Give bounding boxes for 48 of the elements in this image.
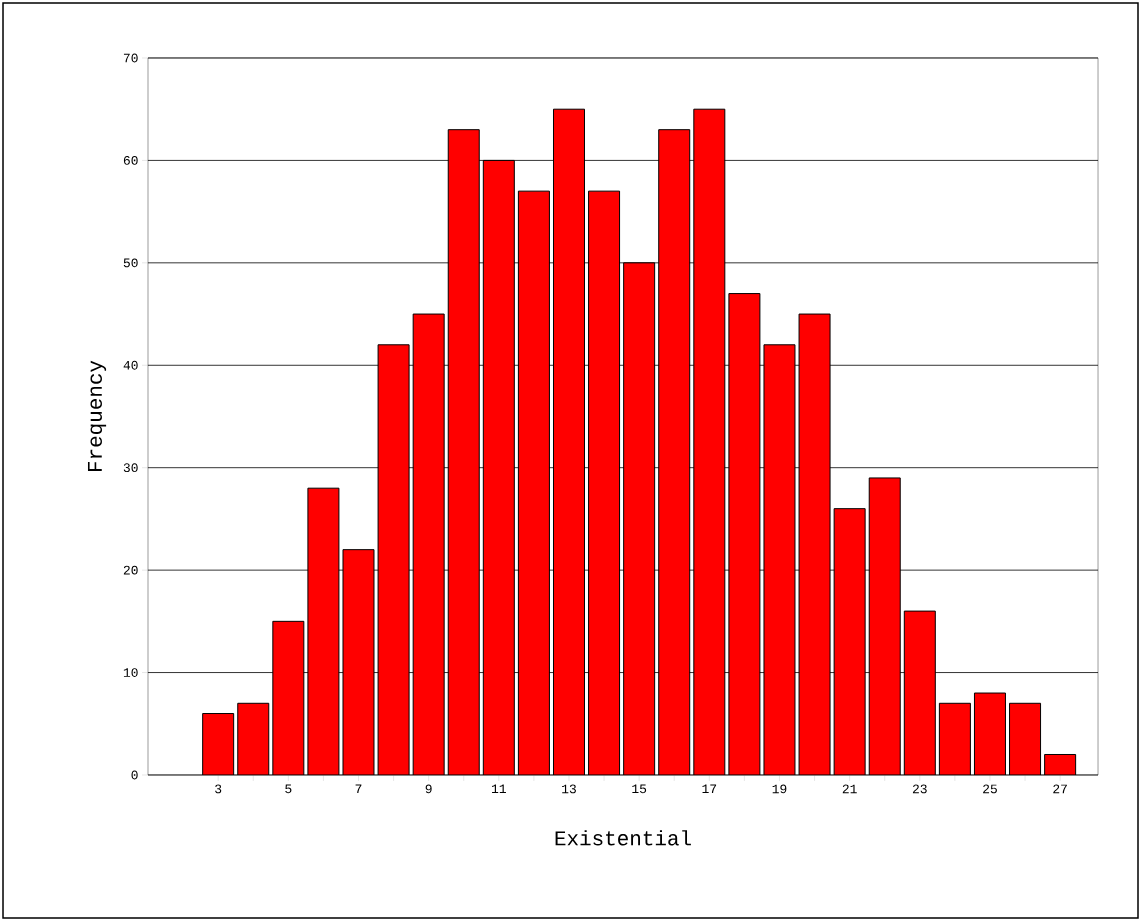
x-tick-label: 21 <box>842 784 857 794</box>
x-tick-label: 23 <box>912 784 927 794</box>
y-axis-title: Frequency <box>87 360 107 471</box>
bar <box>833 508 866 775</box>
bar <box>552 108 585 775</box>
bar <box>1009 702 1042 775</box>
bar <box>307 487 340 775</box>
bar <box>237 702 270 775</box>
bar <box>938 702 971 775</box>
x-tick-label: 19 <box>772 784 787 794</box>
x-tick-label: 3 <box>215 784 222 794</box>
y-tick-label: 70 <box>123 53 138 63</box>
bar <box>517 190 550 775</box>
y-tick-label: 30 <box>123 463 138 473</box>
x-tick-label: 5 <box>285 784 292 794</box>
y-tick-label: 50 <box>123 258 138 268</box>
x-axis-title: Existential <box>555 830 691 846</box>
bar <box>1044 754 1077 775</box>
bar <box>447 129 480 775</box>
bar <box>728 293 761 775</box>
bar <box>903 610 936 775</box>
bar <box>798 313 831 775</box>
bar <box>693 108 726 775</box>
bar <box>342 549 375 775</box>
x-tick-label: 11 <box>491 784 506 794</box>
x-tick-label: 13 <box>562 784 576 794</box>
bar <box>658 129 691 775</box>
y-tick-label: 40 <box>123 360 138 370</box>
bar <box>482 159 515 775</box>
y-tick-label: 10 <box>123 668 138 677</box>
bar <box>623 262 656 775</box>
x-tick-label: 9 <box>425 784 432 794</box>
x-tick-label: 17 <box>702 784 717 794</box>
y-tick-label: 60 <box>123 156 138 165</box>
bar <box>868 477 901 775</box>
bar <box>973 692 1006 775</box>
x-tick-label: 15 <box>632 784 647 794</box>
y-tick-label: 0 <box>131 770 138 780</box>
bar <box>202 713 235 775</box>
x-tick-label: 7 <box>355 784 362 794</box>
bar <box>377 344 410 775</box>
bar <box>412 313 445 775</box>
y-tick-label: 20 <box>123 565 138 575</box>
x-tick-label: 25 <box>983 784 997 794</box>
bar <box>272 620 305 775</box>
bar <box>763 344 796 775</box>
bar <box>588 190 621 775</box>
x-tick-label: 27 <box>1053 784 1067 794</box>
